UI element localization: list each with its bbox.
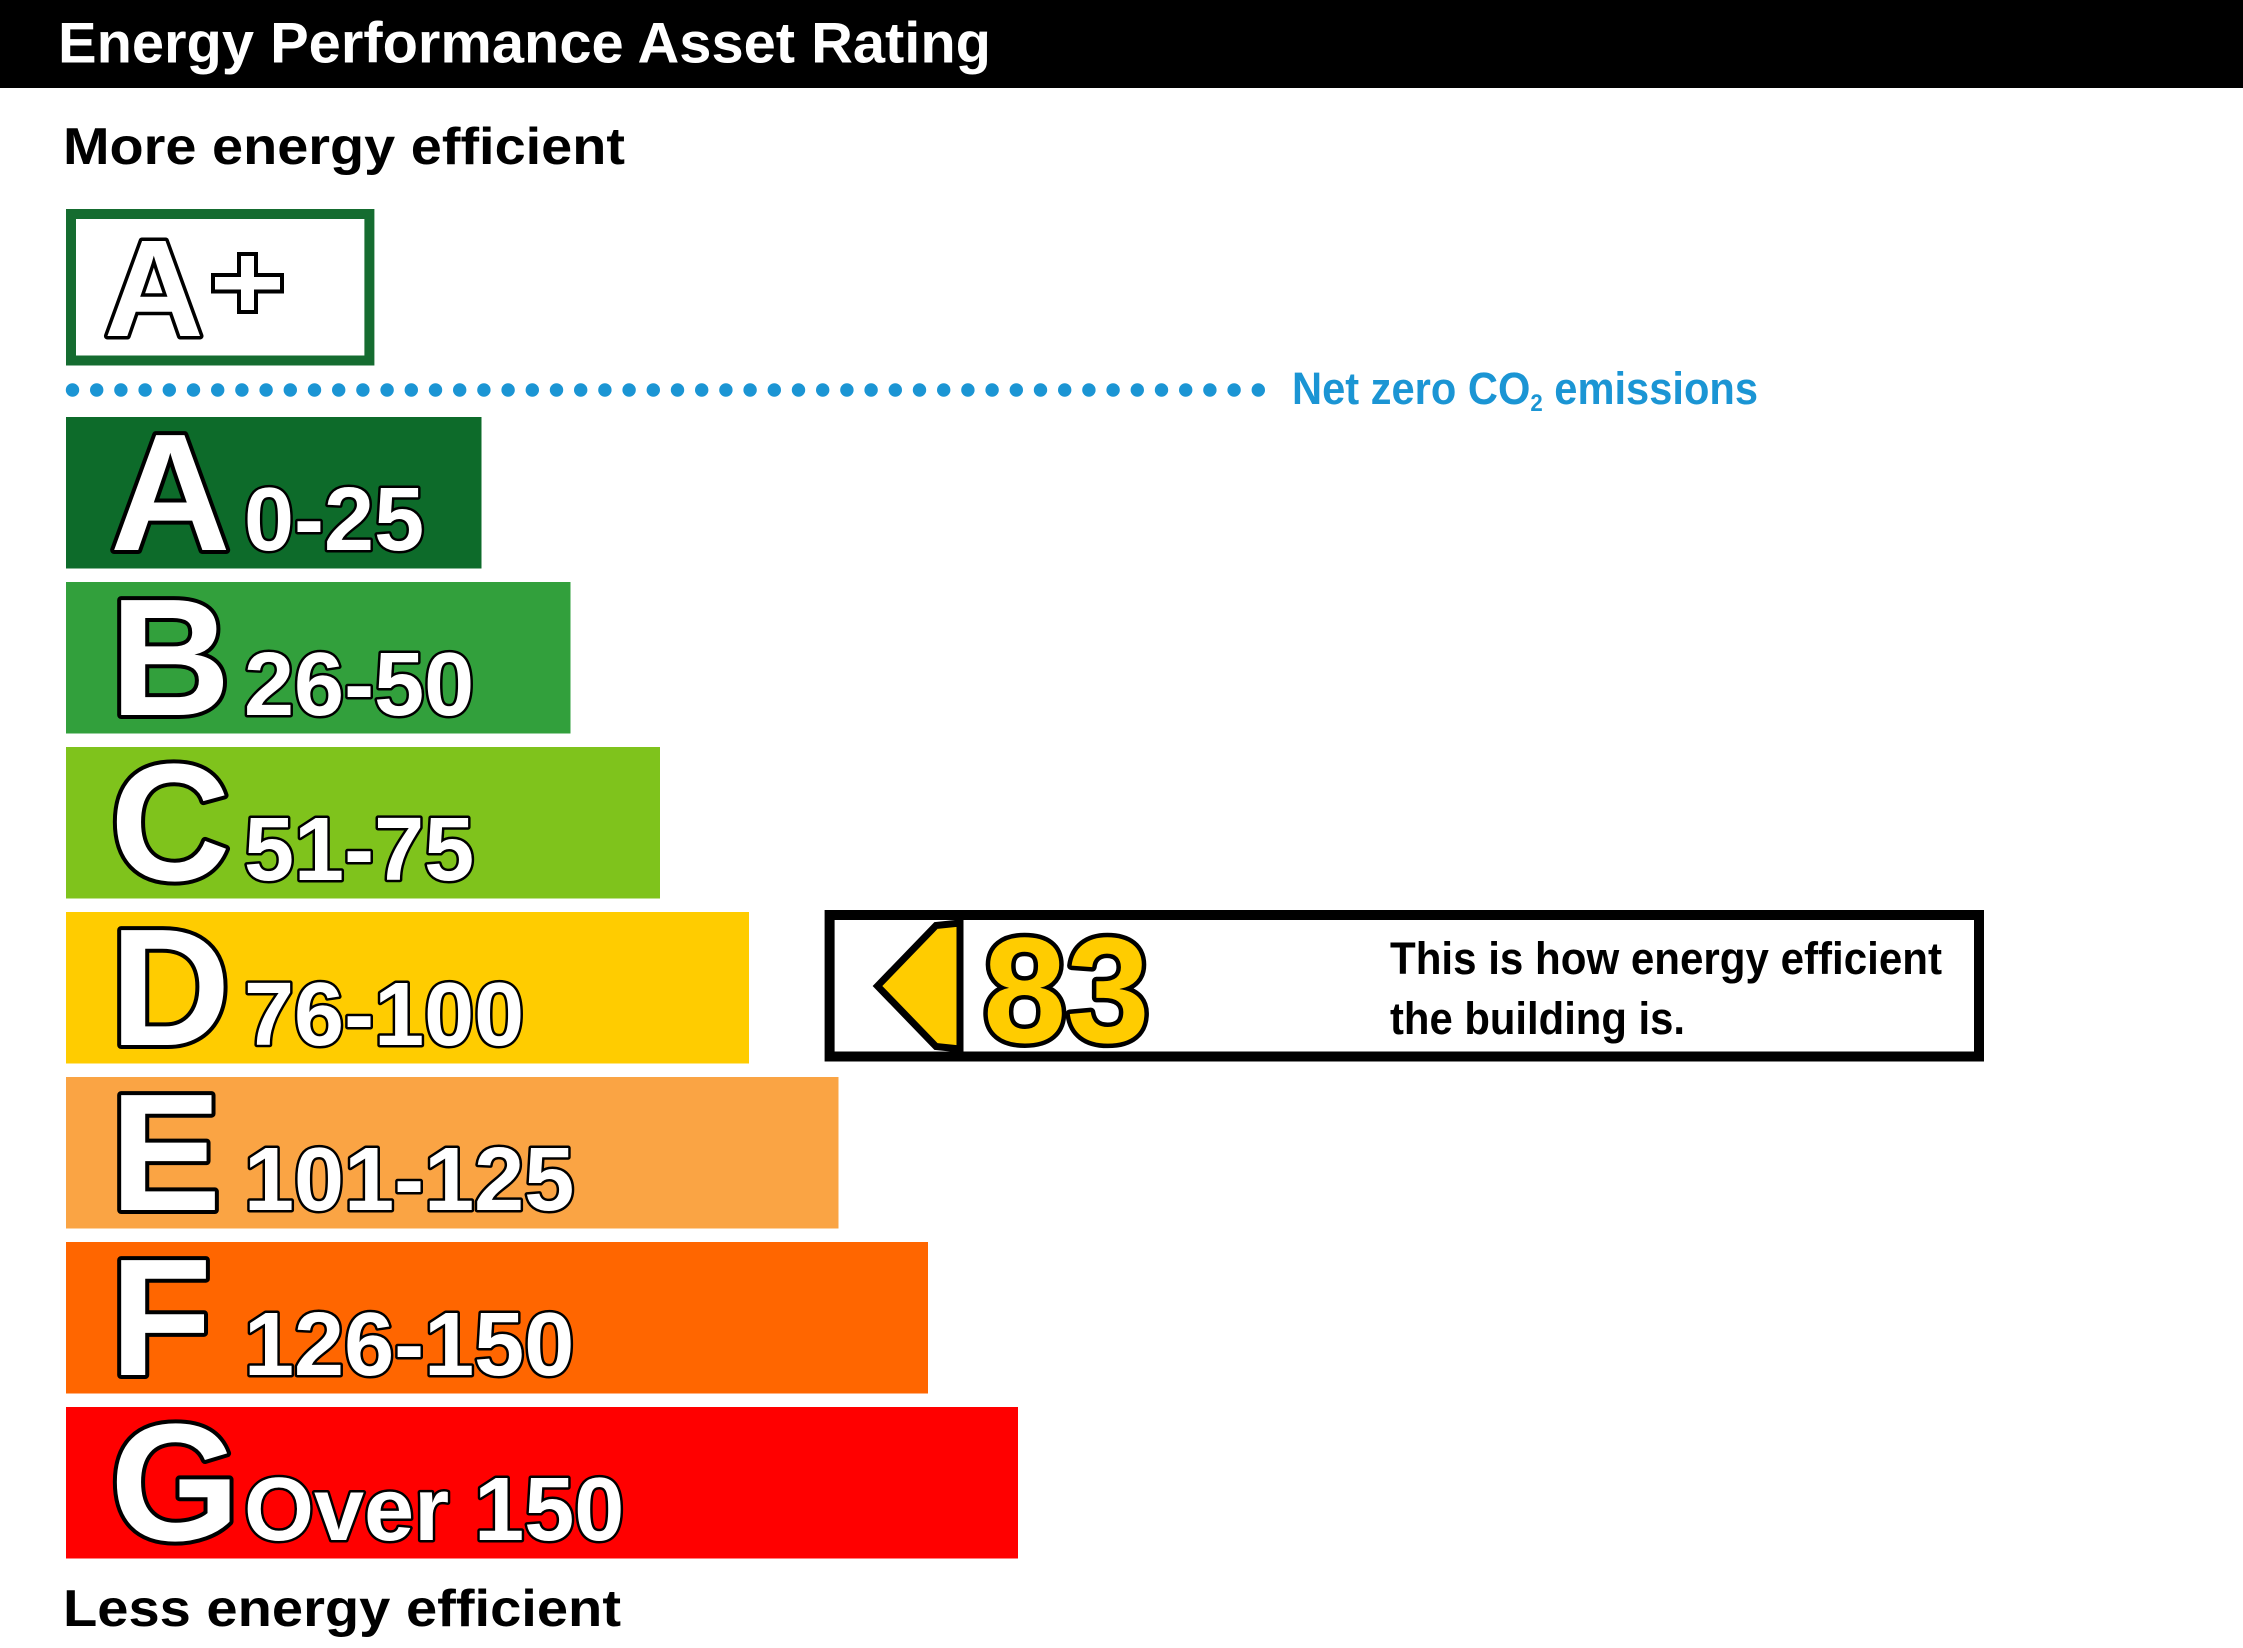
svg-text:B: B — [110, 565, 231, 751]
svg-text:D: D — [110, 895, 231, 1081]
svg-text:Net zero CO2 emissions: Net zero CO2 emissions — [1292, 363, 1758, 417]
svg-text:76-100: 76-100 — [244, 965, 524, 1065]
svg-text:26-50: 26-50 — [244, 635, 474, 735]
svg-text:This is how energy efficient: This is how energy efficient — [1390, 933, 1942, 984]
svg-text:A: A — [110, 400, 231, 586]
svg-text:101-125: 101-125 — [244, 1130, 574, 1230]
svg-text:Energy Performance Asset Ratin: Energy Performance Asset Rating — [58, 12, 991, 76]
svg-text:G: G — [110, 1390, 240, 1576]
svg-text:Over 150: Over 150 — [244, 1460, 624, 1560]
svg-text:51-75: 51-75 — [244, 800, 474, 900]
svg-text:More energy efficient: More energy efficient — [63, 117, 625, 175]
svg-text:A: A — [104, 212, 204, 366]
svg-text:126-150: 126-150 — [244, 1295, 574, 1395]
svg-text:Less energy efficient: Less energy efficient — [63, 1580, 621, 1638]
svg-text:E: E — [110, 1060, 221, 1246]
svg-text:C: C — [110, 730, 231, 916]
svg-text:0-25: 0-25 — [244, 470, 424, 570]
svg-text:F: F — [110, 1225, 212, 1411]
svg-text:83: 83 — [983, 906, 1150, 1074]
svg-text:the building is.: the building is. — [1390, 993, 1685, 1044]
